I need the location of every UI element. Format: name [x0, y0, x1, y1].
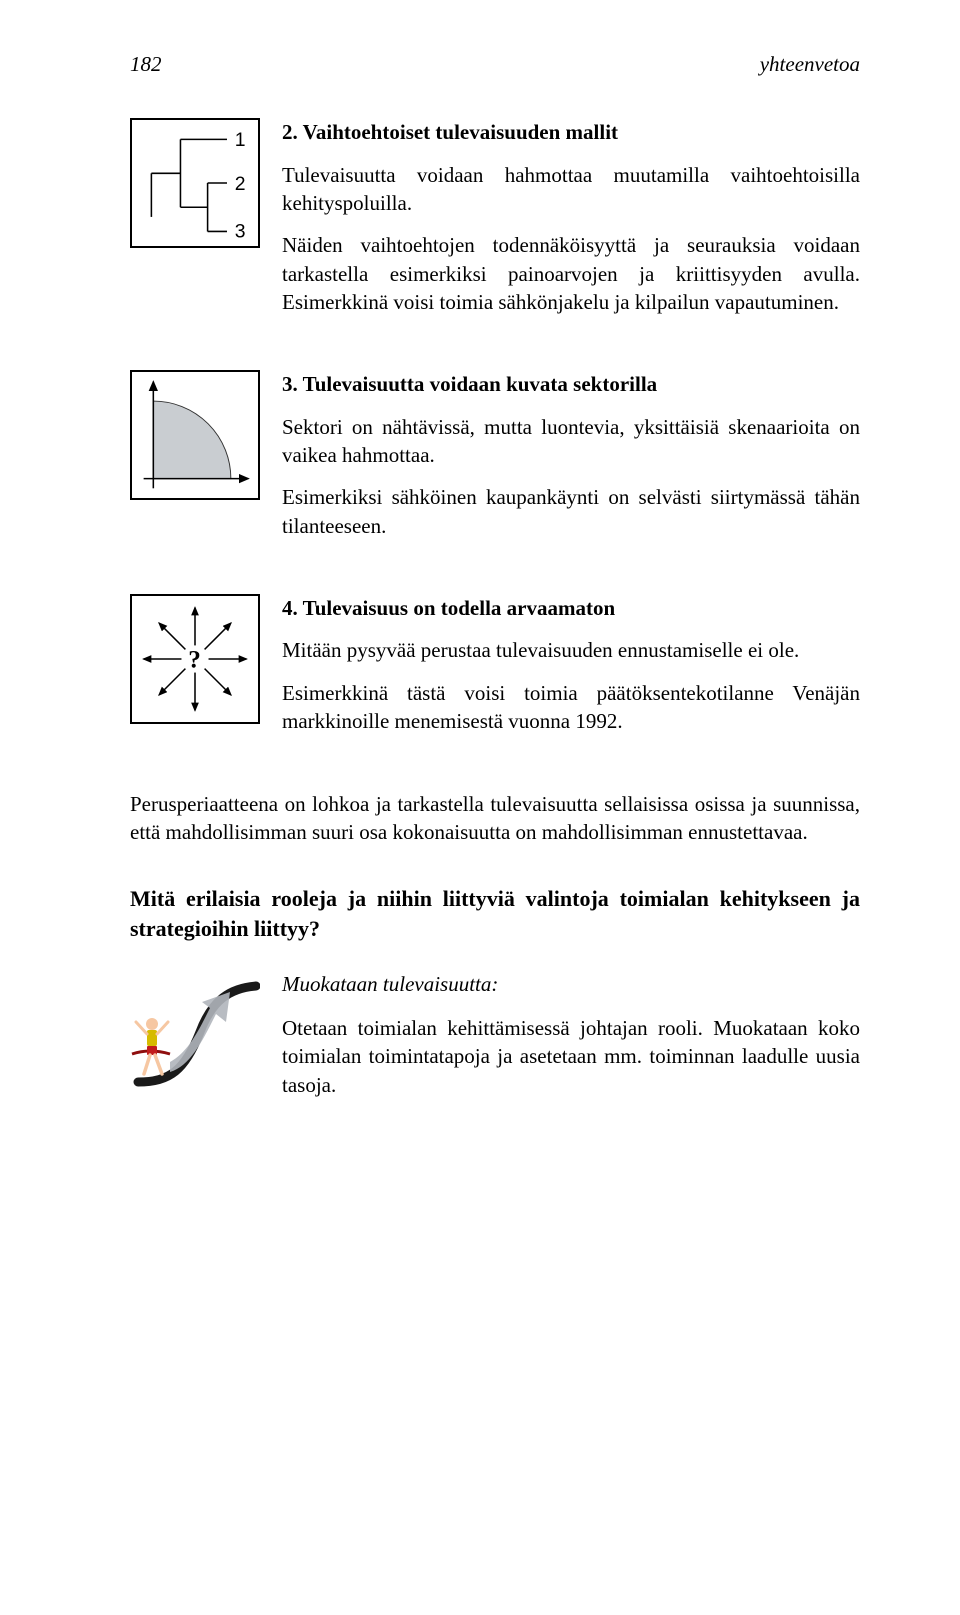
runner-curve-icon [130, 970, 260, 1100]
section-2-text: 2. Vaihtoehtoiset tulevaisuuden mallit T… [282, 118, 860, 330]
subsection-italic-title: Muokataan tulevaisuutta: [282, 970, 860, 998]
section-4: ? 4. Tulevaisuus on todella arvaamaton M… [130, 594, 860, 749]
section-3-title: 3. Tulevaisuutta voidaan kuvata sektoril… [282, 370, 860, 398]
closing-paragraph: Perusperiaatteena on lohkoa ja tarkastel… [130, 790, 860, 847]
question-mark-icon: ? [188, 647, 201, 674]
section-2-para-1: Tulevaisuutta voidaan hahmottaa muutamil… [282, 161, 860, 218]
question-heading: Mitä erilaisia rooleja ja niihin liittyv… [130, 884, 860, 943]
section-4-title: 4. Tulevaisuus on todella arvaamaton [282, 594, 860, 622]
star-arrows-icon: ? [130, 594, 260, 724]
section-2-title: 2. Vaihtoehtoiset tulevaisuuden mallit [282, 118, 860, 146]
section-3: 3. Tulevaisuutta voidaan kuvata sektoril… [130, 370, 860, 554]
running-title: yhteenvetoa [760, 50, 860, 78]
section-4-text: 4. Tulevaisuus on todella arvaamaton Mit… [282, 594, 860, 749]
section-3-para-1: Sektori on nähtävissä, mutta luontevia, … [282, 413, 860, 470]
tree-label-2: 2 [235, 173, 246, 195]
sector-diagram-icon [130, 370, 260, 500]
section-2: 1 2 3 2. Vaihtoehtoiset tulevaisuuden ma… [130, 118, 860, 330]
section-3-text: 3. Tulevaisuutta voidaan kuvata sektoril… [282, 370, 860, 554]
section-3-para-2: Esimerkiksi sähköinen kaupankäynti on se… [282, 483, 860, 540]
tree-diagram-icon: 1 2 3 [130, 118, 260, 248]
page-number: 182 [130, 50, 162, 78]
tree-label-3: 3 [235, 221, 246, 243]
subsection-runner: Muokataan tulevaisuutta: Otetaan toimial… [130, 970, 860, 1113]
subsection-text: Muokataan tulevaisuutta: Otetaan toimial… [282, 970, 860, 1113]
section-2-para-2: Näiden vaihtoehtojen todennäköisyyttä ja… [282, 231, 860, 316]
section-4-para-2: Esimerkkinä tästä voisi toimia päätöksen… [282, 679, 860, 736]
section-4-para-1: Mitään pysyvää perustaa tulevaisuuden en… [282, 636, 860, 664]
subsection-body: Otetaan toimialan kehittämisessä johtaja… [282, 1014, 860, 1099]
tree-label-1: 1 [235, 130, 246, 152]
page-header: 182 yhteenvetoa [130, 50, 860, 78]
